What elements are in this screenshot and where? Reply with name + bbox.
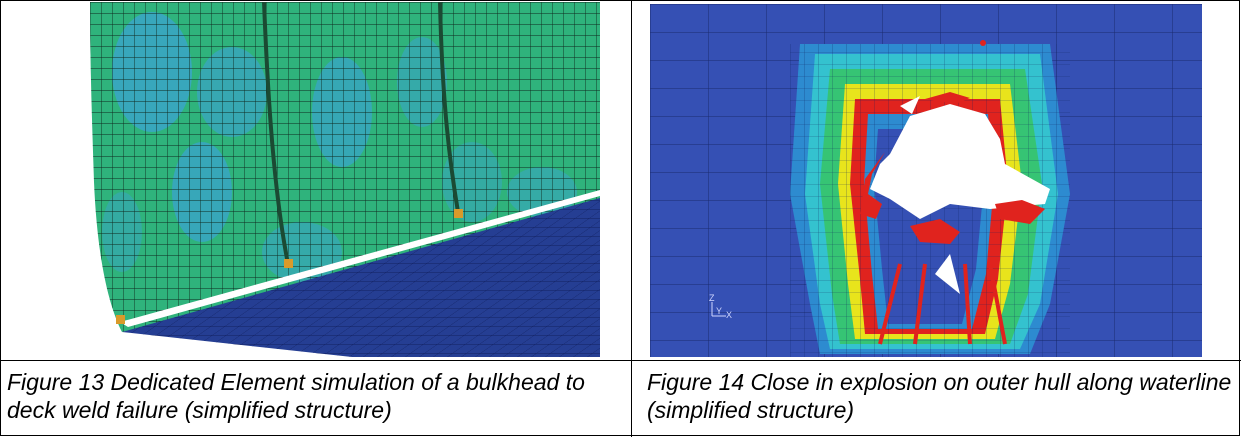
figure-13-image: [2, 2, 628, 357]
figure-14-image: Z Y X: [650, 4, 1202, 357]
figure-13-caption: Figure 13 Dedicated Element simulation o…: [7, 369, 585, 423]
axis-triad: Z Y X: [709, 293, 732, 320]
column-divider: [631, 1, 632, 437]
figure-14-caption: Figure 14 Close in explosion on outer hu…: [647, 369, 1232, 423]
triad-z-label: Z: [709, 293, 715, 303]
triad-x-label: X: [726, 310, 732, 320]
triad-y-label: Y: [716, 306, 722, 316]
row-divider: [1, 360, 1241, 361]
